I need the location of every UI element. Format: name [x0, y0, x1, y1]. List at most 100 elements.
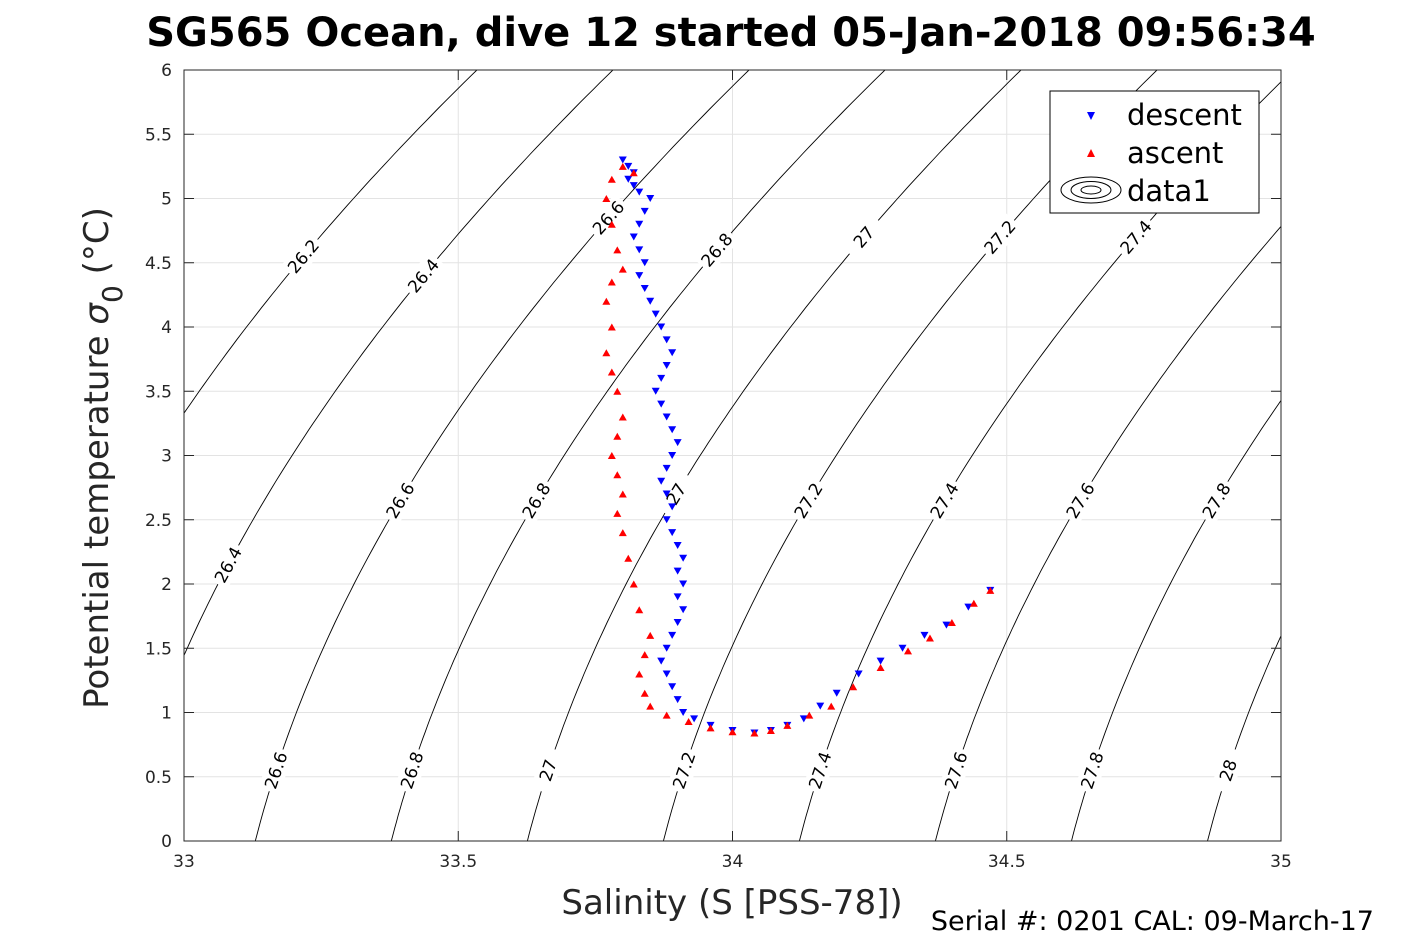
descent-point: [942, 621, 951, 629]
y-tick-label: 5: [161, 190, 172, 210]
isopycnal-27.6: [934, 225, 1281, 841]
descent-point: [673, 439, 682, 447]
contour-label-bg: [977, 213, 1023, 261]
descent-point: [668, 683, 677, 691]
descent-point: [624, 175, 633, 183]
descent-point: [673, 541, 682, 549]
descent-point: [662, 670, 671, 678]
y-axis-label-main: Potential temperature: [77, 325, 117, 709]
contour-label-bg: [379, 475, 422, 526]
descent-point: [679, 606, 688, 614]
contour-label-bg: [1210, 745, 1246, 795]
ascent-point: [618, 162, 627, 170]
descent-point: [898, 644, 907, 652]
ascent-point: [849, 683, 858, 691]
legend-label-descent: descent: [1127, 98, 1242, 132]
descent-point: [635, 246, 644, 254]
contour-label-bg: [515, 475, 558, 525]
descent-point: [629, 182, 638, 190]
descent-point: [673, 567, 682, 575]
descent-point: [657, 657, 666, 665]
y-tick-label: 5.5: [145, 125, 172, 145]
x-tick-label: 34: [722, 852, 744, 872]
ascent-point: [629, 169, 638, 177]
descent-point: [679, 554, 688, 562]
ascent-point: [947, 619, 956, 627]
x-tick-label: 35: [1270, 852, 1292, 872]
x-axis-label: Salinity (S [PSS-78]): [561, 883, 902, 923]
ascent-point: [635, 606, 644, 614]
descent-point: [668, 426, 677, 434]
descent-point: [920, 631, 929, 639]
descent-point: [635, 272, 644, 280]
descent-point: [662, 464, 671, 472]
isopycnal-26.4: [184, 70, 614, 657]
density-contours: [184, 70, 1281, 841]
descent-point: [640, 259, 649, 267]
descent-point: [651, 310, 660, 318]
y-tick-label: 4: [161, 318, 172, 338]
contour-label-bg: [1059, 475, 1102, 525]
ascent-point: [969, 599, 978, 607]
contour-label-bg: [655, 469, 698, 519]
descent-point: [657, 323, 666, 331]
ascent-point: [618, 490, 627, 498]
ascent-point: [607, 452, 616, 459]
isopycnal-28.0: [1207, 634, 1281, 841]
ascent-point: [607, 323, 616, 331]
descent-point: [662, 644, 671, 652]
isopycnal-26.2: [184, 70, 478, 414]
descent-point: [629, 233, 638, 241]
legend-label-ascent: ascent: [1127, 136, 1223, 170]
descent-point: [673, 619, 682, 627]
descent-point: [640, 284, 649, 292]
legend: descent ascent data1: [1049, 90, 1260, 214]
descent-point: [646, 195, 655, 202]
contour-label-bg: [1113, 213, 1159, 261]
descent-point: [799, 715, 808, 723]
x-axis-ticks: 33 33.5 34 34.5 35: [173, 70, 1292, 872]
x-tick-label: 34.5: [988, 852, 1026, 872]
ascent-point: [766, 726, 775, 734]
descent-point: [964, 603, 973, 611]
contour-label-bg: [1074, 745, 1110, 795]
contour-label-bg: [666, 745, 702, 795]
ascent-point: [662, 711, 671, 719]
contour-label-bg: [400, 251, 446, 300]
ascent-point: [613, 509, 622, 517]
ascent-point: [706, 724, 715, 732]
isopycnal-27.0: [526, 70, 1022, 841]
ascent-point: [783, 721, 792, 729]
descent-point: [635, 188, 644, 196]
descent-point: [657, 477, 666, 485]
ascent-point: [602, 297, 611, 305]
y-axis-label: Potential temperature σ0 (°C): [77, 207, 129, 709]
ascent-point: [607, 175, 616, 183]
descent-point: [635, 220, 644, 228]
contour-label-bg: [1195, 476, 1238, 526]
y-tick-label: 2.5: [145, 511, 172, 531]
ascent-point: [827, 702, 836, 710]
descent-point: [876, 657, 885, 665]
ascent-point: [613, 246, 622, 254]
ascent-point: [602, 349, 611, 357]
ascent-point: [613, 432, 622, 440]
y-axis-label-unit: (°C): [77, 207, 117, 285]
descent-point: [679, 580, 688, 588]
descent-point: [624, 162, 633, 170]
y-tick-label: 3: [161, 447, 172, 467]
descent-point: [679, 709, 688, 716]
descent-point: [640, 207, 649, 215]
descent-point: [668, 349, 677, 357]
descent-point: [854, 670, 863, 678]
contour-label-bg: [530, 745, 566, 795]
ascent-point: [684, 717, 693, 725]
chart-title: SG565 Ocean, dive 12 started 05-Jan-2018…: [146, 10, 1315, 56]
series-descent: [618, 156, 995, 737]
ascent-point: [607, 220, 616, 228]
ascent-point: [750, 729, 759, 737]
isopycnal-27.8: [1071, 399, 1281, 841]
contour-label-bg: [841, 213, 887, 261]
ascent-point: [635, 670, 644, 678]
